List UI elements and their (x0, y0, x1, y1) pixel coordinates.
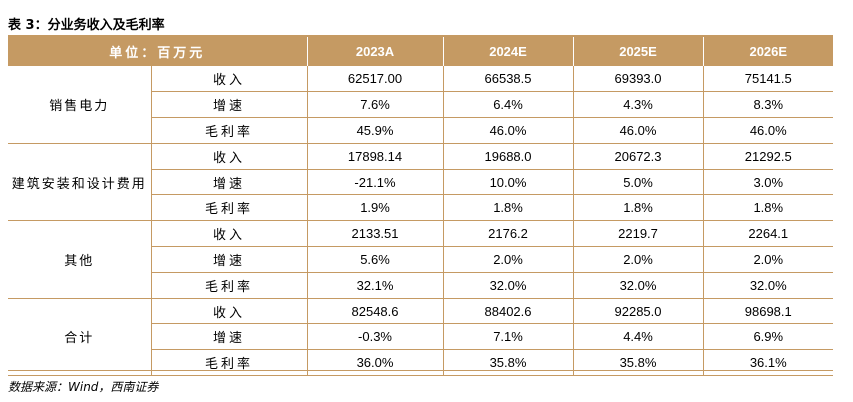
table-row: 增速 5.6% 2.0% 2.0% 2.0% (8, 246, 834, 273)
metric-cell: 增速 (151, 246, 308, 273)
metric-cell: 毛利率 (151, 349, 308, 377)
header-row: 单位：百万元 2023A 2024E 2025E 2026E (8, 37, 834, 66)
value-cell: 32.1% (307, 272, 444, 299)
source-note: 数据来源：Wind，西南证券 (8, 380, 159, 394)
top-rule (8, 35, 833, 37)
table-row: 销售电力 收入 62517.00 66538.5 69393.0 75141.5 (8, 66, 834, 144)
table-row: 其他 收入 2133.51 2176.2 2219.7 2264.1 (8, 220, 834, 299)
metric-cell: 增速 (151, 91, 308, 119)
value-cell: 35.8% (573, 349, 704, 377)
value-cell: 36.0% (307, 349, 444, 377)
value-cell: 32.0% (703, 272, 834, 299)
value-cell: 75141.5 (703, 66, 834, 93)
table-row: 毛利率 32.1% 32.0% 32.0% 32.0% (8, 272, 834, 299)
bottom-rule (8, 370, 833, 371)
value-cell: 46.0% (443, 117, 574, 144)
value-cell: 17898.14 (307, 143, 444, 170)
header-year: 2026E (702, 37, 834, 66)
value-cell: 2176.2 (443, 220, 574, 248)
value-cell: 2219.7 (573, 220, 704, 248)
table-row: 毛利率 45.9% 46.0% 46.0% 46.0% (8, 117, 834, 144)
value-cell: 7.6% (307, 91, 444, 119)
value-cell: 5.6% (307, 246, 444, 273)
value-cell: 35.8% (443, 349, 574, 377)
value-cell: 32.0% (443, 272, 574, 299)
value-cell: 88402.6 (443, 298, 574, 325)
value-cell: 21292.5 (703, 143, 834, 170)
value-cell: 6.9% (703, 323, 834, 351)
value-cell: 2.0% (703, 246, 834, 273)
value-cell: 2264.1 (703, 220, 834, 248)
metric-cell: 毛利率 (151, 272, 308, 299)
value-cell: 36.1% (703, 349, 834, 377)
value-cell: 69393.0 (573, 66, 704, 93)
metric-cell: 增速 (151, 169, 308, 196)
table-row: 建筑安装和设计费用 收入 17898.14 19688.0 20672.3 21292.5 (8, 143, 834, 222)
value-cell: 62517.00 (307, 66, 444, 93)
header-year: 2025E (572, 37, 704, 66)
table-title: 表 3：分业务收入及毛利率 (8, 18, 165, 33)
value-cell: -0.3% (307, 323, 444, 351)
value-cell: 4.3% (573, 91, 704, 119)
metric-cell: 收入 (151, 220, 308, 248)
table-row: 毛利率 1.9% 1.8% 1.8% 1.8% (8, 194, 834, 222)
category-cell: 建筑安装和设计费用 (8, 143, 152, 222)
table-row: 增速 7.6% 6.4% 4.3% 8.3% (8, 91, 834, 119)
value-cell: 2133.51 (307, 220, 444, 248)
metric-cell: 收入 (151, 298, 308, 325)
value-cell: 46.0% (703, 117, 834, 144)
value-cell: 1.8% (443, 194, 574, 222)
header-year: 2024E (442, 37, 574, 66)
category-cell: 其他 (8, 220, 152, 299)
value-cell: 4.4% (573, 323, 704, 351)
value-cell: 46.0% (573, 117, 704, 144)
value-cell: 6.4% (443, 91, 574, 119)
metric-cell: 收入 (151, 66, 308, 93)
header-unit: 单位：百万元 (8, 37, 308, 66)
category-cell: 销售电力 (8, 66, 152, 144)
table-row: 增速 -0.3% 7.1% 4.4% 6.9% (8, 323, 834, 351)
value-cell: 1.8% (703, 194, 834, 222)
value-cell: 19688.0 (443, 143, 574, 170)
header-year: 2023A (306, 37, 444, 66)
value-cell: 2.0% (443, 246, 574, 273)
value-cell: 8.3% (703, 91, 834, 119)
metric-cell: 毛利率 (151, 194, 308, 222)
value-cell: 92285.0 (573, 298, 704, 325)
category-cell: 合计 (8, 298, 152, 377)
value-cell: 7.1% (443, 323, 574, 351)
value-cell: 66538.5 (443, 66, 574, 93)
metric-cell: 收入 (151, 143, 308, 170)
value-cell: 98698.1 (703, 298, 834, 325)
value-cell: 1.9% (307, 194, 444, 222)
metric-cell: 毛利率 (151, 117, 308, 144)
value-cell: 20672.3 (573, 143, 704, 170)
value-cell: 45.9% (307, 117, 444, 144)
value-cell: 2.0% (573, 246, 704, 273)
value-cell: 82548.6 (307, 298, 444, 325)
value-cell: -21.1% (307, 169, 444, 196)
value-cell: 3.0% (703, 169, 834, 196)
table-row: 合计 收入 82548.6 88402.6 92285.0 98698.1 (8, 298, 834, 377)
value-cell: 1.8% (573, 194, 704, 222)
value-cell: 5.0% (573, 169, 704, 196)
value-cell: 32.0% (573, 272, 704, 299)
table-row: 增速 -21.1% 10.0% 5.0% 3.0% (8, 169, 834, 196)
value-cell: 10.0% (443, 169, 574, 196)
metric-cell: 增速 (151, 323, 308, 351)
table-row: 毛利率 36.0% 35.8% 35.8% 36.1% (8, 349, 834, 377)
revenue-table: 单位：百万元 2023A 2024E 2025E 2026E 销售电力 收入 625… (8, 37, 834, 377)
